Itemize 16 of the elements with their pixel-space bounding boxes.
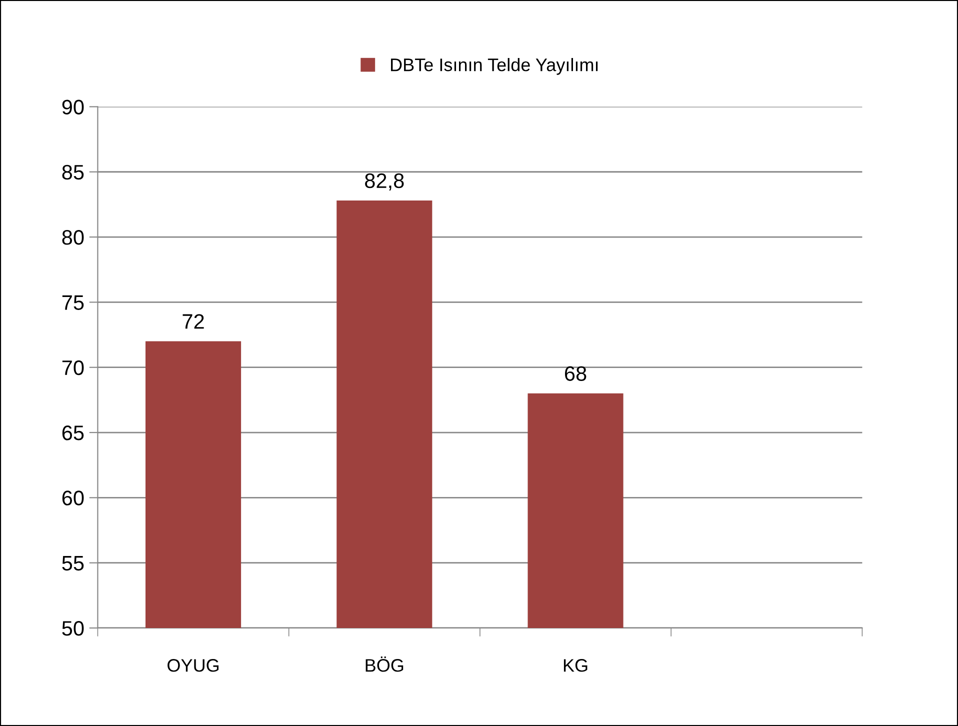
y-tick-label: 70 <box>62 360 84 376</box>
x-tick-label: KG <box>564 659 588 672</box>
y-tick-label: 50 <box>62 620 84 636</box>
y-tick-label: 90 <box>62 100 84 114</box>
y-tick-label: 75 <box>62 295 84 310</box>
y-tick-label: 85 <box>62 164 84 180</box>
y-tick-label: 55 <box>62 556 84 571</box>
y-tick-label: 60 <box>62 490 84 506</box>
x-tick-label: BÖG <box>366 656 404 672</box>
data-label: 68 <box>564 366 586 381</box>
y-tick-label: 65 <box>62 426 84 440</box>
data-label: 82,8 <box>365 173 404 191</box>
data-label: 72 <box>182 314 204 329</box>
legend-label: DBTe Isının Telde Yayılımı <box>391 58 598 75</box>
x-tick-label: OYUG <box>168 659 219 672</box>
y-tick-label: 80 <box>62 230 84 245</box>
